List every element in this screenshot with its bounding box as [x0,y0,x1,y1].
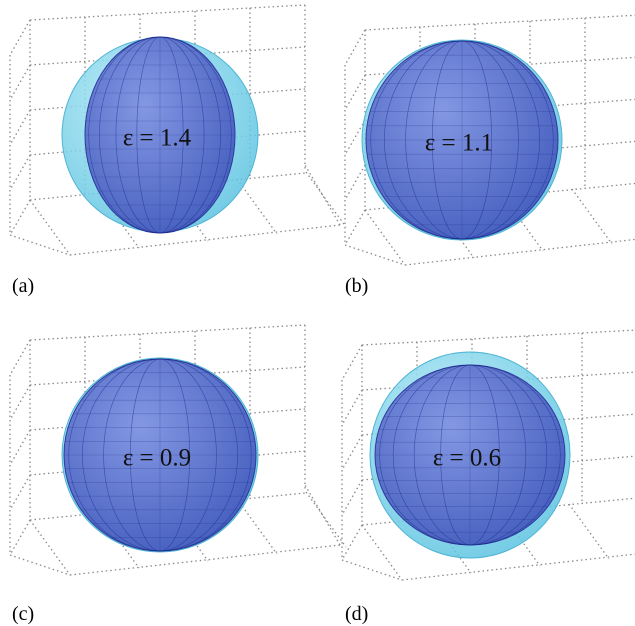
grid-line [9,554,71,576]
grid-line [404,238,635,266]
grid-line [344,164,366,201]
annotation: ε = 0.6 [433,445,501,472]
inner-surface [63,358,257,552]
meridian [392,364,548,546]
meridian [68,358,252,552]
surface-mesh [64,358,256,552]
grid-line [9,109,31,146]
grid-line [341,479,363,516]
grid-line [9,474,31,511]
grid-line [29,324,306,341]
panel: ε = 0.9 [9,324,347,576]
meridian [392,364,548,546]
grid-line [9,19,31,56]
grid-line [29,519,71,576]
meridian [405,40,519,240]
meridian [370,40,554,240]
grid-line [9,429,31,466]
meridian [432,40,492,240]
meridian [405,40,519,240]
grid-line [568,503,610,560]
meridian [136,36,184,234]
grid-line [341,559,403,581]
meridian [379,364,561,546]
grid-line [341,434,363,471]
inner-surface [374,364,566,546]
grid-line [9,64,31,101]
inner-surface [365,40,559,240]
meridian [136,36,184,234]
grid-line [9,199,31,236]
grid-line [364,14,635,31]
panel: ε = 1.4 [9,4,347,256]
grid-line [9,519,31,556]
meridian [88,36,232,234]
surface-mesh [85,36,235,234]
inner-surface [84,36,236,234]
meridian [99,36,221,234]
panel-label: (d) [345,603,368,625]
meridian [103,358,217,552]
panel: ε = 1.1 [344,14,635,266]
grid-line [29,4,306,21]
grid-line [341,524,363,561]
meridian [82,358,238,552]
meridian [88,36,232,234]
meridian [384,40,540,240]
grid-line [341,389,363,426]
meridian [103,358,217,552]
meridian [99,36,221,234]
grid-line [69,224,341,256]
grid-line [344,244,406,266]
panel-label: (a) [12,275,34,297]
grid-line [361,329,635,346]
grid-line [361,524,403,581]
grid-line [344,209,366,246]
grid-line [305,491,347,548]
meridian [68,358,252,552]
meridian [130,358,190,552]
grid-line [29,46,306,66]
grid-line [571,188,613,245]
grid-line [341,344,363,381]
surface-mesh [375,364,565,546]
grid-line [9,384,31,421]
meridian [413,364,527,546]
meridian [440,364,500,546]
annotation: ε = 0.9 [123,445,191,472]
meridian [379,364,561,546]
grid-line [9,154,31,191]
grid-line [9,339,31,376]
grid-line [401,553,635,581]
grid-line [29,492,306,521]
grid-line [344,74,366,111]
meridian [130,358,190,552]
meridian [440,364,500,546]
grid-line [344,29,366,66]
meridian [413,364,527,546]
annotation: ε = 1.1 [425,130,493,157]
meridian [432,40,492,240]
panel-label: (c) [12,603,34,625]
annotation: ε = 1.4 [123,125,192,152]
meridian [370,40,554,240]
meridian [115,36,205,234]
grid-line [29,366,306,386]
grid-line [69,544,341,576]
panel-label: (b) [345,275,368,297]
grid-line [9,234,71,256]
grid-line [305,171,347,228]
meridian [384,40,540,240]
meridian [115,36,205,234]
meridian [82,358,238,552]
grid-line [29,199,71,256]
panel: ε = 0.6 [341,329,635,581]
surface-mesh [366,40,558,240]
grid-line [29,172,306,201]
